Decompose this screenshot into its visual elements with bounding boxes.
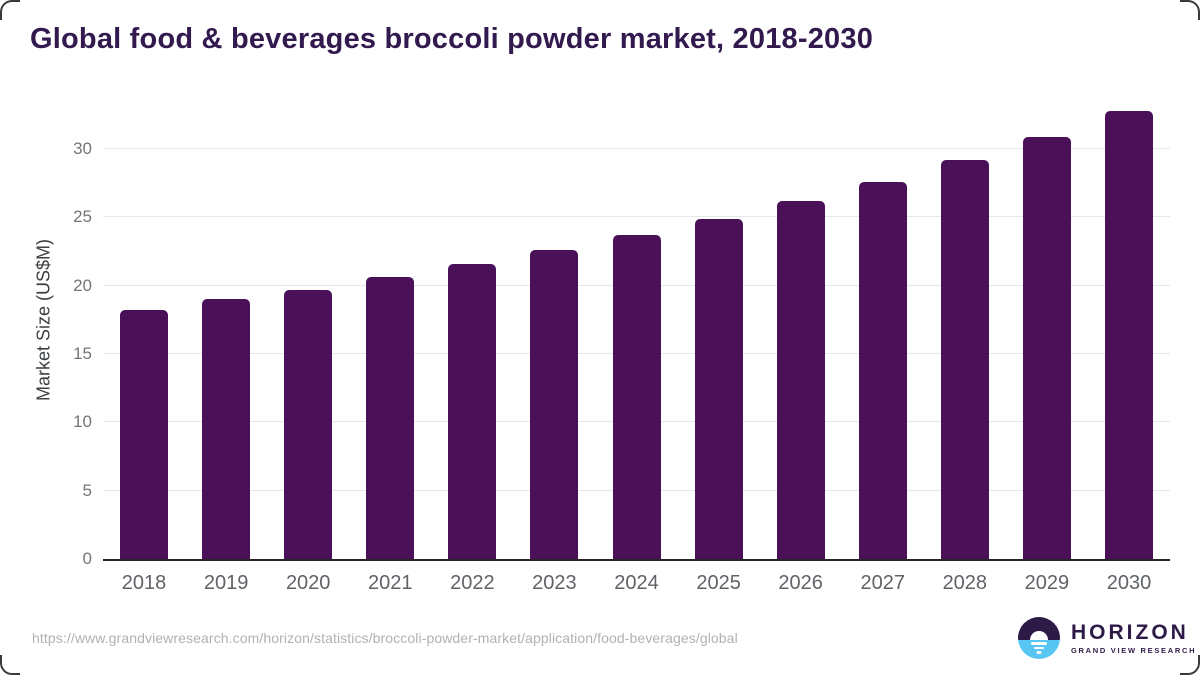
y-tick-label-15: 15 [73, 343, 92, 363]
bar-2029 [1022, 137, 1071, 559]
sun-glyph [1030, 631, 1048, 641]
x-tick-label-2030: 2030 [1106, 572, 1152, 594]
bar-2023 [530, 250, 579, 559]
horizon-sunrise-icon [1018, 617, 1060, 659]
bar-slot-2019 [185, 110, 267, 559]
x-tick-label-2023: 2023 [532, 572, 577, 594]
bar-slot-2028 [924, 110, 1006, 559]
bar-slot-2024 [595, 110, 677, 559]
source-url: https://www.grandviewresearch.com/horizo… [32, 630, 738, 646]
bar-slot-2029 [1006, 110, 1088, 559]
gridline-25 [103, 216, 1170, 218]
rounded-corner-top-left [0, 0, 20, 20]
rounded-corner-bottom-left [0, 655, 20, 675]
bar-slot-2030 [1088, 110, 1170, 559]
x-tick-label-2028: 2028 [942, 572, 988, 594]
x-tick-label-2018: 2018 [121, 572, 167, 594]
bar-slot-2023 [513, 110, 595, 559]
horizon-line [1034, 646, 1044, 649]
bar-slot-2025 [678, 110, 760, 559]
gridline-30 [103, 147, 1170, 149]
y-tick-label-20: 20 [73, 275, 92, 295]
bar-series [103, 110, 1170, 559]
logo-text: HORIZON GRAND VIEW RESEARCH [1071, 620, 1197, 655]
plot-area [103, 110, 1170, 561]
x-tick-label-2027: 2027 [860, 572, 905, 594]
x-tick-label-2021: 2021 [368, 572, 413, 594]
horizon-line [1031, 642, 1047, 645]
bar-slot-2020 [267, 110, 349, 559]
x-tick-label-2025: 2025 [696, 572, 741, 594]
y-tick-label-30: 30 [73, 138, 92, 158]
bar-slot-2022 [431, 110, 513, 559]
bar-2021 [366, 277, 415, 559]
bar-2025 [694, 219, 743, 559]
x-tick-label-2019: 2019 [203, 572, 249, 594]
bar-slot-2021 [349, 110, 431, 559]
rounded-corner-bottom-right [1180, 655, 1200, 675]
bar-2030 [1104, 111, 1153, 559]
bar-2026 [776, 201, 825, 559]
bar-slot-2027 [842, 110, 924, 559]
bar-2028 [940, 160, 989, 559]
x-axis-tick-labels: 2018 2019 2020 2021 2022 2023 2024 2025 2026 2027… [103, 570, 1170, 596]
y-tick-label-10: 10 [73, 412, 92, 432]
bar-2022 [448, 264, 497, 559]
y-tick-label-25: 25 [73, 207, 92, 227]
bar-slot-2026 [760, 110, 842, 559]
bar-2019 [202, 299, 251, 559]
logo-name: HORIZON [1071, 620, 1189, 644]
bar-2020 [284, 290, 333, 559]
x-tick-label-2024: 2024 [614, 572, 659, 594]
x-tick-label-2029: 2029 [1024, 572, 1070, 594]
bar-2018 [120, 310, 169, 559]
logo-subtitle: GRAND VIEW RESEARCH [1071, 645, 1197, 655]
x-tick-label-2020: 2020 [285, 572, 331, 594]
horizon-logo: HORIZON GRAND VIEW RESEARCH [1018, 617, 1196, 659]
bar-2024 [612, 235, 661, 559]
rounded-corner-top-right [1180, 0, 1200, 20]
y-axis-title: Market Size (US$M) [33, 238, 54, 402]
x-tick-label-2026: 2026 [778, 572, 823, 594]
horizon-line [1036, 651, 1042, 654]
chart-title: Global food & beverages broccoli powder … [30, 23, 874, 55]
bar-2027 [858, 182, 907, 559]
y-tick-label-0: 0 [82, 549, 92, 568]
y-tick-label-5: 5 [82, 480, 92, 500]
x-tick-label-2022: 2022 [450, 572, 495, 594]
bar-slot-2018 [103, 110, 185, 559]
